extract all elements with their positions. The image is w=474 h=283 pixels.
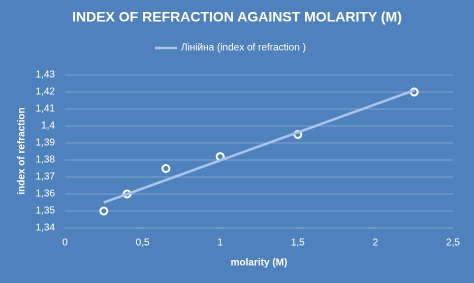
- y-tick-label: 1,36: [36, 189, 56, 200]
- x-tick-label: 0: [62, 238, 68, 249]
- y-tick-label: 1,38: [36, 155, 56, 166]
- x-tick-label: 2: [373, 238, 379, 249]
- x-tick-label: 1,5: [291, 238, 305, 249]
- y-tick-label: 1,39: [36, 138, 56, 149]
- x-tick-label: 0,5: [136, 238, 150, 249]
- trendline: [103, 89, 415, 204]
- y-tick-label: 1,37: [36, 172, 56, 183]
- y-tick-label: 1,34: [36, 223, 56, 234]
- x-tick-label: 2,5: [446, 238, 460, 249]
- y-tick-label: 1,43: [36, 70, 56, 81]
- y-axis-title: index of refraction: [17, 107, 28, 194]
- x-tick-label: 1: [217, 238, 223, 249]
- y-tick-label: 1,4: [41, 121, 55, 132]
- x-axis-title: molarity (M): [231, 258, 288, 269]
- y-tick-label: 1,41: [36, 104, 56, 115]
- point: [161, 164, 171, 173]
- chart-title: INDEX OF REFRACTION AGAINST MOLARITY (M): [72, 9, 402, 25]
- y-tick-label: 1,35: [36, 206, 56, 217]
- point: [99, 206, 109, 216]
- y-tick-label: 1,42: [36, 87, 56, 98]
- legend-label: Лінійна (index of refraction ): [181, 43, 306, 54]
